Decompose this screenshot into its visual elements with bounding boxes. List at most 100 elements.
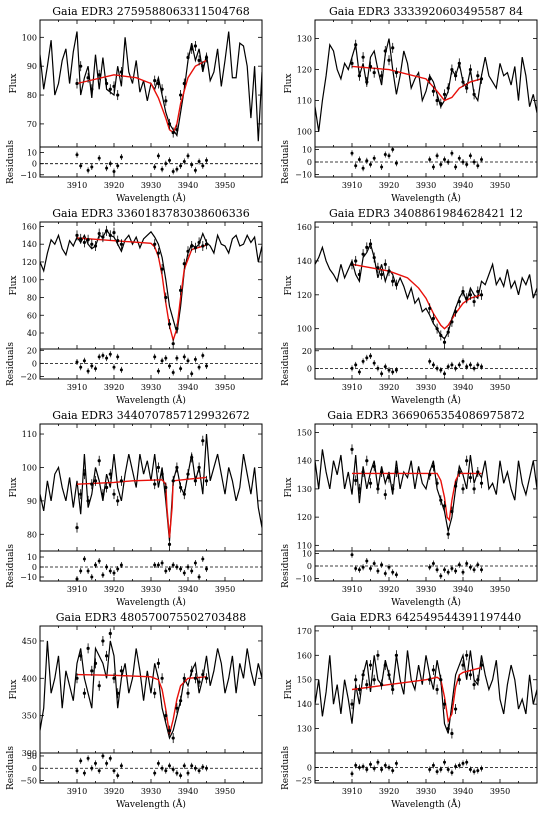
data-point xyxy=(394,71,398,75)
panel-title: Gaia EDR3 3408861984628421 12 xyxy=(329,207,523,220)
residual-point xyxy=(186,565,190,569)
data-point xyxy=(446,532,450,536)
residual-point xyxy=(454,569,458,573)
data-point xyxy=(186,55,190,60)
data-point xyxy=(175,326,179,331)
residual-point xyxy=(105,761,109,765)
data-point xyxy=(350,447,354,451)
residual-point xyxy=(465,365,469,369)
data-point xyxy=(182,81,186,86)
residual-point xyxy=(365,768,369,772)
residual-point xyxy=(179,774,183,778)
y-tick-label: 160 xyxy=(297,651,312,660)
panel-8: Gaia EDR3 642549544391197440 Flux Residual… xyxy=(281,611,538,810)
data-point xyxy=(439,102,443,106)
data-point xyxy=(179,699,183,703)
data-point xyxy=(82,240,86,245)
residual-point xyxy=(369,567,372,570)
residual-point xyxy=(116,774,120,778)
data-point xyxy=(112,492,116,496)
residual-point xyxy=(156,369,160,373)
residual-point xyxy=(450,567,454,570)
residual-point xyxy=(376,366,380,370)
x-tick-label: 3950 xyxy=(215,585,235,594)
data-point xyxy=(372,255,376,260)
data-point xyxy=(361,252,365,256)
residual-point xyxy=(182,571,186,575)
data-point xyxy=(97,231,101,236)
residual-point xyxy=(101,754,105,758)
res-tick-label: −20 xyxy=(20,372,37,381)
data-point xyxy=(450,509,454,514)
residual-point xyxy=(108,756,112,760)
data-point xyxy=(186,249,190,253)
data-point xyxy=(465,296,469,300)
residual-point xyxy=(97,559,101,563)
data-point xyxy=(167,122,172,126)
flux-plot xyxy=(315,38,537,132)
residual-point xyxy=(357,568,361,572)
fit-line xyxy=(76,673,207,735)
data-point xyxy=(156,661,160,665)
residual-point xyxy=(205,158,208,162)
residual-point xyxy=(357,370,361,374)
x-tick-label: 3940 xyxy=(178,585,198,594)
data-point xyxy=(167,542,172,546)
data-point xyxy=(179,485,183,490)
data-point xyxy=(383,262,387,266)
x-tick-label: 3920 xyxy=(104,585,124,594)
data-point xyxy=(368,64,373,69)
residual-point xyxy=(461,761,465,765)
residual-point xyxy=(450,771,454,775)
y-tick-label: 40 xyxy=(27,329,37,338)
data-point xyxy=(428,678,432,682)
data-point xyxy=(361,673,365,677)
data-point xyxy=(365,245,369,249)
y-tick-label: 80 xyxy=(27,530,37,539)
flux-plot xyxy=(40,31,262,142)
residual-point xyxy=(454,366,458,370)
x-tick-label: 3930 xyxy=(141,383,161,392)
panel-6: Gaia EDR3 3669065354086975872 Flux Residua… xyxy=(281,409,538,608)
data-point xyxy=(204,676,209,680)
residual-point xyxy=(387,154,391,158)
residual-point xyxy=(160,561,164,565)
data-point xyxy=(153,691,157,695)
residual-point xyxy=(376,760,380,764)
y-tick-label: 100 xyxy=(22,33,37,42)
flux-plot xyxy=(40,628,262,744)
y-tick-label: 120 xyxy=(297,291,312,300)
residual-point xyxy=(201,354,205,358)
y-tick-label: 160 xyxy=(297,223,312,232)
data-point xyxy=(479,77,484,81)
residual-point xyxy=(428,768,432,772)
residual-point xyxy=(193,766,197,770)
data-point xyxy=(357,272,361,277)
fit-line xyxy=(352,472,482,522)
residual-point xyxy=(380,563,384,567)
data-point xyxy=(160,267,164,271)
residual-point xyxy=(480,365,483,369)
residual-point xyxy=(361,359,365,363)
residual-point xyxy=(86,369,90,373)
data-point xyxy=(454,310,458,314)
residual-point xyxy=(394,573,398,577)
residual-point xyxy=(112,365,116,369)
y-tick-label: 110 xyxy=(297,541,312,550)
panel-title: Gaia EDR3 3360183783038606336 xyxy=(52,207,250,220)
residual-point xyxy=(369,163,372,166)
data-point xyxy=(465,459,469,463)
spectrum-line xyxy=(315,242,537,340)
residual-point xyxy=(391,148,395,151)
residual-point xyxy=(443,568,446,572)
residual-point xyxy=(465,163,469,166)
data-point xyxy=(197,680,201,684)
residual-point xyxy=(160,359,164,363)
data-point xyxy=(457,678,461,682)
residual-point xyxy=(468,565,472,569)
data-point xyxy=(167,728,172,733)
data-point xyxy=(182,262,186,266)
data-point xyxy=(468,476,472,480)
residual-point xyxy=(119,368,123,372)
fit-line xyxy=(76,237,207,343)
